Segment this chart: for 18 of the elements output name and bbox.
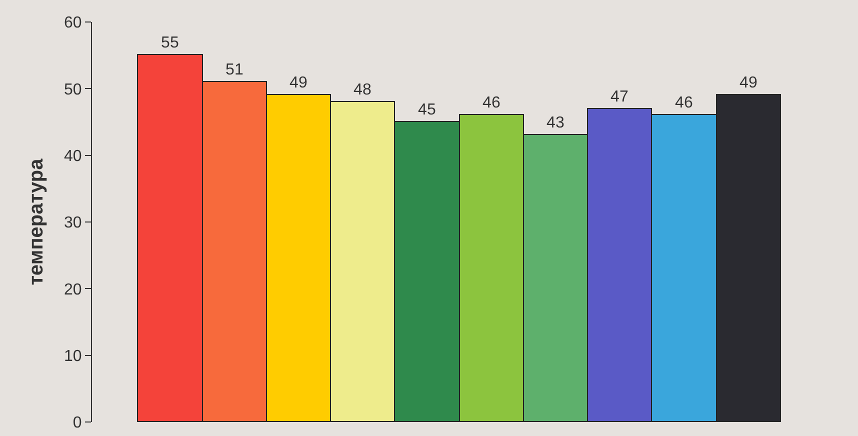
data-label: 51	[226, 62, 244, 78]
y-tick-label: 10	[64, 348, 82, 365]
data-label: 47	[610, 88, 628, 106]
y-tick-label: 30	[64, 214, 82, 232]
data-label: 43	[546, 114, 564, 132]
data-label: 49	[740, 74, 758, 92]
data-label: 46	[482, 94, 500, 112]
data-label: 49	[290, 74, 308, 92]
y-tick-label: 60	[64, 14, 82, 32]
data-label: 46	[675, 94, 693, 112]
y-axis-title: температура	[26, 158, 48, 286]
y-tick-label: 50	[64, 81, 82, 98]
data-label: 55	[161, 34, 179, 52]
data-label: 45	[418, 102, 436, 118]
y-tick-label: 0	[72, 414, 82, 432]
y-tick-label: 20	[64, 281, 82, 298]
y-tick-label: 40	[64, 148, 82, 165]
data-label: 48	[354, 82, 372, 98]
